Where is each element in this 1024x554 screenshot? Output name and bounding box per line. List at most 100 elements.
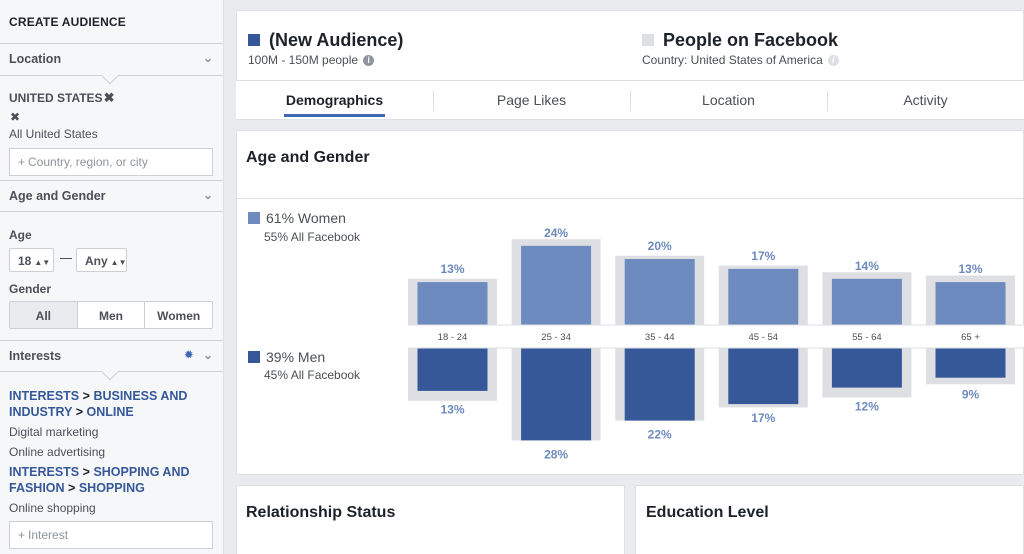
gender-men-button[interactable]: Men bbox=[77, 302, 146, 328]
age-category-label: 35 - 44 bbox=[645, 332, 675, 343]
remove-country-icon[interactable]: ✖ bbox=[103, 90, 115, 105]
men-swatch bbox=[248, 351, 260, 363]
interest-path-1[interactable]: INTERESTS > BUSINESS AND INDUSTRY > ONLI… bbox=[9, 389, 188, 419]
age-gender-title: Age and Gender bbox=[246, 149, 370, 166]
tab-location[interactable]: Location bbox=[630, 81, 827, 119]
women-bar bbox=[935, 282, 1006, 325]
interest-path-2[interactable]: INTERESTS > SHOPPING AND FASHION > SHOPP… bbox=[9, 465, 190, 495]
updown-arrow-icon: ▲▼ bbox=[110, 258, 127, 267]
men-bar bbox=[624, 348, 695, 421]
plus-icon: + bbox=[18, 528, 26, 542]
women-bar bbox=[521, 245, 592, 325]
comparison-swatch bbox=[642, 34, 654, 46]
relationship-status-card bbox=[236, 485, 625, 554]
age-gender-section-header[interactable]: Age and Gender ⌄ bbox=[0, 180, 223, 212]
age-category-label: 45 - 54 bbox=[749, 332, 779, 343]
men-value-label: 22% bbox=[648, 428, 672, 442]
women-swatch bbox=[248, 212, 260, 224]
age-min-value: 18 bbox=[18, 254, 32, 268]
audience-size-text: 100M - 150M people bbox=[248, 53, 359, 67]
sidebar-header: CREATE AUDIENCE bbox=[0, 0, 223, 44]
men-bar bbox=[935, 348, 1006, 378]
location-placeholder: Country, region, or city bbox=[28, 155, 148, 169]
women-facebook-label: 55% All Facebook bbox=[264, 230, 361, 244]
interest-search-input[interactable]: + Interest bbox=[9, 521, 213, 549]
men-value-label: 12% bbox=[855, 400, 879, 414]
interest-placeholder: Interest bbox=[28, 528, 69, 542]
women-bar bbox=[417, 282, 488, 325]
tab-activity[interactable]: Activity bbox=[827, 81, 1024, 119]
age-gender-chart: 13% 13% 24% 28% 20% 22% 17% 17% 14% 12% 13% 9% 18 - … bbox=[408, 226, 1024, 461]
create-audience-sidebar: CREATE AUDIENCE Location ⌄ UNITED STATES… bbox=[0, 0, 224, 554]
men-bar bbox=[521, 348, 592, 441]
women-bar bbox=[831, 278, 902, 325]
men-value-label: 13% bbox=[440, 403, 464, 417]
age-max-value: Any bbox=[85, 254, 108, 268]
insights-tabs: Demographics Page Likes Location Activit… bbox=[236, 80, 1024, 120]
pin-icon[interactable]: ✖ bbox=[10, 110, 21, 124]
men-value-label: 28% bbox=[544, 447, 568, 461]
interest-path-segment[interactable]: ONLINE bbox=[86, 405, 134, 419]
men-bar bbox=[728, 348, 799, 405]
age-min-select[interactable]: 18 ▲▼ bbox=[9, 248, 54, 272]
men-bar bbox=[417, 348, 488, 391]
women-label: 61% Women bbox=[266, 210, 346, 226]
interest-item: Online shopping bbox=[9, 501, 96, 515]
men-bar bbox=[831, 348, 902, 388]
plus-icon: + bbox=[18, 155, 26, 169]
men-value-label: 9% bbox=[962, 388, 980, 402]
age-category-label: 55 - 64 bbox=[852, 332, 882, 343]
info-icon[interactable]: i bbox=[363, 55, 375, 67]
location-section-label: Location bbox=[9, 52, 62, 66]
women-value-label: 14% bbox=[855, 259, 879, 273]
audience-name: (New Audience) bbox=[269, 30, 404, 50]
comparison-country: Country: United States of America i bbox=[642, 53, 839, 67]
location-search-input[interactable]: + Country, region, or city bbox=[9, 148, 213, 176]
men-value-label: 17% bbox=[751, 411, 775, 425]
chevron-down-icon[interactable]: ⌄ bbox=[202, 188, 213, 202]
interest-item: Digital marketing bbox=[9, 425, 99, 439]
tab-demographics[interactable]: Demographics bbox=[236, 81, 433, 119]
location-scope: All United States bbox=[9, 127, 98, 141]
men-facebook-label: 45% All Facebook bbox=[264, 368, 361, 382]
age-max-select[interactable]: Any ▲▼ bbox=[76, 248, 127, 272]
gender-segmented-control: All Men Women bbox=[9, 301, 213, 329]
age-label: Age bbox=[9, 228, 32, 242]
interests-section-label: Interests bbox=[9, 349, 62, 363]
women-value-label: 20% bbox=[648, 239, 672, 253]
interest-path-segment[interactable]: INTERESTS bbox=[9, 465, 80, 479]
interest-path-segment[interactable]: SHOPPING bbox=[78, 481, 145, 495]
comparison-name: People on Facebook bbox=[663, 30, 839, 50]
women-value-label: 13% bbox=[958, 262, 982, 276]
gender-all-button[interactable]: All bbox=[10, 302, 78, 328]
audience-size: 100M - 150M people i bbox=[248, 53, 375, 67]
age-gender-section-label: Age and Gender bbox=[9, 189, 106, 203]
age-range-dash bbox=[60, 258, 72, 259]
location-section-header[interactable]: Location ⌄ bbox=[0, 44, 223, 85]
gear-icon[interactable]: ✹ bbox=[184, 350, 193, 361]
comparison-country-text: Country: United States of America bbox=[642, 53, 823, 67]
men-label: 39% Men bbox=[266, 349, 326, 365]
women-bar bbox=[728, 268, 799, 325]
education-level-title: Education Level bbox=[646, 504, 769, 521]
audience-header-card bbox=[236, 10, 1024, 82]
interests-section-header[interactable]: Interests ✹ ⌄ bbox=[0, 340, 223, 381]
info-icon[interactable]: i bbox=[827, 55, 839, 67]
age-category-label: 65 + bbox=[961, 332, 980, 343]
interest-path-segment[interactable]: SHOPPING AND FASHION bbox=[9, 465, 190, 495]
interest-path-segment[interactable]: INTERESTS bbox=[9, 389, 80, 403]
audience-swatch bbox=[248, 34, 260, 46]
gender-women-button[interactable]: Women bbox=[145, 302, 212, 328]
updown-arrow-icon: ▲▼ bbox=[34, 258, 51, 267]
relationship-status-title: Relationship Status bbox=[246, 504, 396, 521]
gender-label: Gender bbox=[9, 282, 52, 296]
age-category-label: 18 - 24 bbox=[438, 332, 468, 343]
education-level-card bbox=[635, 485, 1024, 554]
interest-path-segment[interactable]: BUSINESS AND INDUSTRY bbox=[9, 389, 188, 419]
tab-page-likes[interactable]: Page Likes bbox=[433, 81, 630, 119]
interest-item: Online advertising bbox=[9, 445, 106, 459]
selected-country: UNITED STATES bbox=[9, 91, 103, 105]
women-bar bbox=[624, 259, 695, 325]
chevron-down-icon[interactable]: ⌄ bbox=[202, 348, 213, 362]
chevron-down-icon[interactable]: ⌄ bbox=[202, 51, 213, 65]
